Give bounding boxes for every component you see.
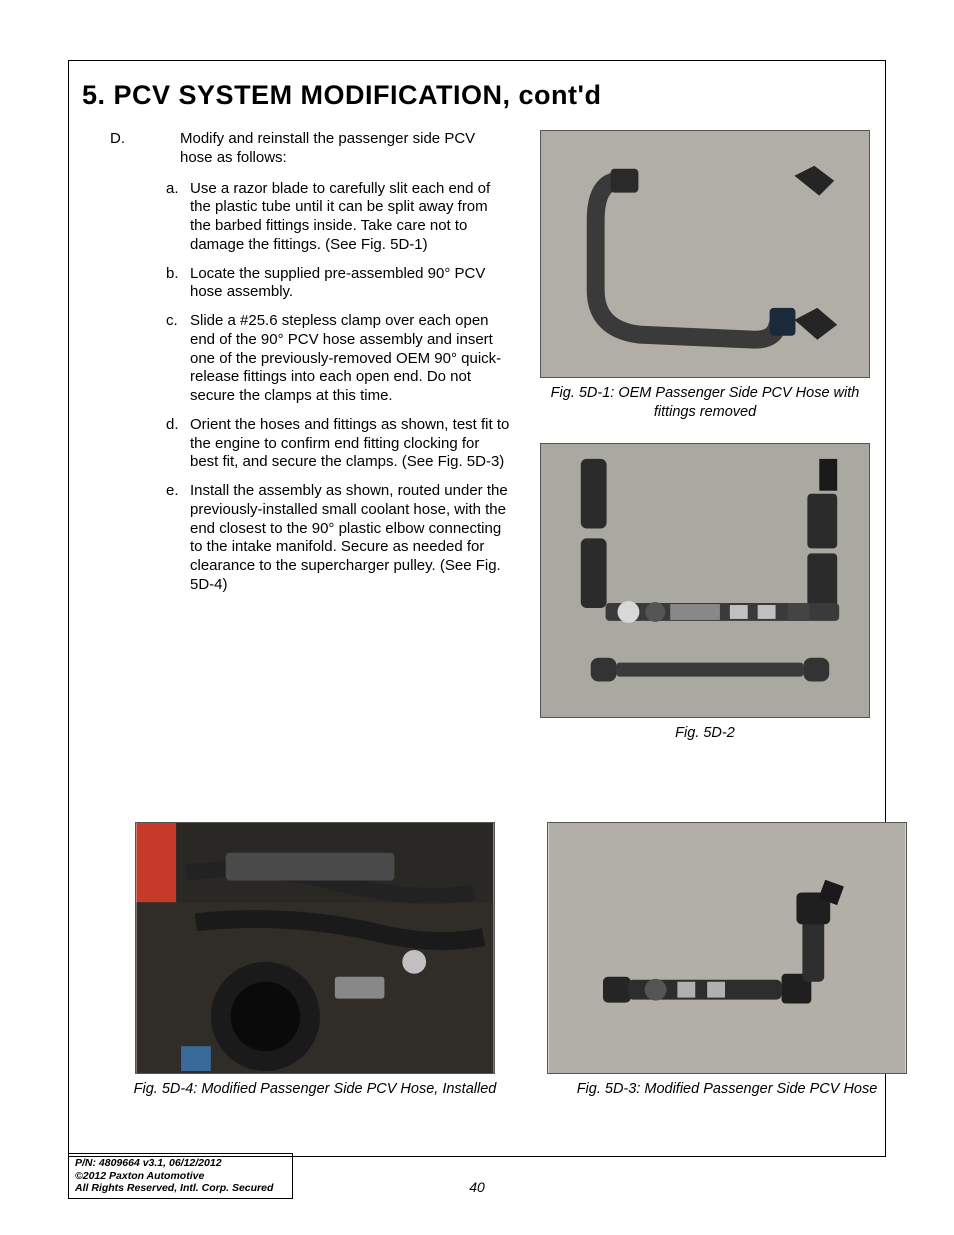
content-area: D. Modify and reinstall the passenger si… [110, 130, 880, 764]
figure-image [540, 130, 870, 378]
section-intro: Modify and reinstall the passenger side … [180, 130, 510, 168]
figure-caption: Fig. 5D-3: Modified Passenger Side PCV H… [542, 1080, 912, 1098]
figure-5d-2: Fig. 5D-2 [530, 443, 880, 742]
item-text: Use a razor blade to carefully slit each… [190, 180, 510, 255]
text-column: D. Modify and reinstall the passenger si… [110, 130, 510, 764]
list-item: d. Orient the hoses and fittings as show… [140, 416, 510, 472]
figure-5d-1: Fig. 5D-1: OEM Passenger Side PCV Hose w… [530, 130, 880, 421]
item-letter: a. [166, 180, 190, 255]
figure-image [135, 822, 495, 1074]
figure-5d-4: Fig. 5D-4: Modified Passenger Side PCV H… [130, 822, 500, 1098]
figure-caption: Fig. 5D-2 [530, 724, 880, 742]
item-letter: c. [166, 312, 190, 406]
list-item: e. Install the assembly as shown, routed… [140, 482, 510, 595]
list-item: b. Locate the supplied pre-assembled 90°… [140, 265, 510, 303]
figure-caption: Fig. 5D-4: Modified Passenger Side PCV H… [130, 1080, 500, 1098]
page-title: 5. PCV SYSTEM MODIFICATION, cont'd [82, 80, 601, 111]
item-letter: d. [166, 416, 190, 472]
figure-image [547, 822, 907, 1074]
page-number: 40 [0, 1179, 954, 1195]
item-text: Locate the supplied pre-assembled 90° PC… [190, 265, 510, 303]
item-letter: e. [166, 482, 190, 595]
item-text: Install the assembly as shown, routed un… [190, 482, 510, 595]
list-item: c. Slide a #25.6 stepless clamp over eac… [140, 312, 510, 406]
figure-column: Fig. 5D-1: OEM Passenger Side PCV Hose w… [530, 130, 880, 764]
section-letter: D. [110, 130, 140, 605]
list-item: a. Use a razor blade to carefully slit e… [140, 180, 510, 255]
item-letter: b. [166, 265, 190, 303]
bottom-figures-row: Fig. 5D-4: Modified Passenger Side PCV H… [130, 822, 912, 1098]
footer-line: P/N: 4809664 v3.1, 06/12/2012 [75, 1157, 286, 1170]
figure-caption: Fig. 5D-1: OEM Passenger Side PCV Hose w… [530, 384, 880, 420]
figure-5d-3: Fig. 5D-3: Modified Passenger Side PCV H… [542, 822, 912, 1098]
item-text: Orient the hoses and fittings as shown, … [190, 416, 510, 472]
item-text: Slide a #25.6 stepless clamp over each o… [190, 312, 510, 406]
figure-image [540, 443, 870, 718]
